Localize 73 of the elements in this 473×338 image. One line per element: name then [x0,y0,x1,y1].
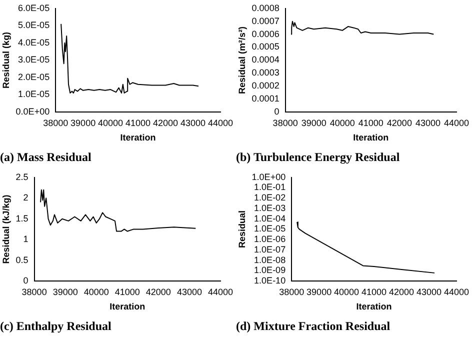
y-axis-title: Residual [236,210,247,248]
x-tick-label: 39000 [70,118,96,128]
y-tick-label: 0 [274,106,280,116]
x-tick-label: 42000 [146,286,171,297]
x-tick-label: 44000 [208,286,233,297]
y-tick-label: 1.0E-05 [254,224,286,234]
text: (b) Turbulence Energy Residual [236,150,400,164]
x-axis-title: Iteration [356,302,392,312]
y-tick-label: 0.0003 [252,68,280,78]
y-tick-label: 1.0E-08 [254,254,286,265]
text: (a) Mass Residual [0,150,92,164]
y-tick-label: 1 [23,234,28,244]
x-tick-label: 38000 [22,286,47,297]
x-tick-label: 42000 [153,118,178,128]
y-tick-label: 0.0006 [252,28,280,39]
x-tick-label: 38000 [43,118,68,128]
x-axis-title: Iteration [120,132,156,143]
y-tick-label: 0.5 [16,254,28,265]
x-tick-label: 41000 [114,286,140,297]
y-tick-label: 3.0E-05 [18,54,50,65]
y-tick-label: 1.0E-01 [254,182,286,192]
x-axis-title: Iteration [110,302,146,312]
x-tick-label: 43000 [180,118,206,128]
x-tick-label: 44000 [208,118,233,128]
x-tick-label: 39000 [306,286,332,297]
x-tick-label: 44000 [444,286,469,297]
y-tick-label: 1.0E+00 [252,172,286,182]
x-tick-label: 38000 [272,118,298,128]
y-tick-label: 5.0E-05 [18,20,50,30]
x-tick-label: 39000 [301,118,326,128]
y-tick-label: 0 [23,275,28,286]
y-tick-label: 2 [23,192,28,203]
y-tick-label: 1.0E-02 [254,192,286,203]
x-tick-label: 40000 [330,118,355,128]
y-tick-label: 1.0E-07 [254,244,286,254]
y-tick-label: 0.0004 [252,54,280,65]
y-tick-label: 6.0E-05 [18,2,50,13]
y-axis-title: Residual (m²/s²) [236,26,247,94]
x-tick-label: 41000 [358,118,384,128]
x-tick-label: 39000 [52,286,78,297]
text: (c) Enthalpy Residual [0,318,112,333]
y-tick-label: 0.0007 [252,16,280,26]
x-tick-label: 43000 [176,286,202,297]
y-tick-label: 2.5 [16,172,28,182]
y-axis-title: Residual (kJ/kg) [0,194,11,264]
y-tick-label: 0.0E+00 [16,106,50,116]
x-tick-label: 44000 [444,118,469,128]
x-tick-label: 42000 [389,286,414,297]
x-tick-label: 43000 [415,118,440,128]
y-tick-label: 1.0E-10 [254,275,286,286]
x-tick-label: 40000 [84,286,109,297]
y-tick-label: 0.0008 [252,2,280,13]
y-axis-title: Residual (kg) [0,32,11,88]
x-tick-label: 41000 [362,286,387,297]
y-tick-label: 1.0E-09 [254,265,286,276]
y-tick-label: 0.0001 [252,94,280,104]
y-tick-label: 0.0005 [252,42,280,52]
y-tick-label: 0.0002 [252,80,280,91]
text: (d) Mixture Fraction Residual [236,318,391,333]
x-tick-label: 38000 [279,286,304,297]
x-axis-title: Iteration [353,132,389,143]
y-tick-label: 1.0E-04 [254,213,286,224]
x-tick-label: 43000 [416,286,442,297]
y-tick-label: 1.5 [16,213,28,224]
x-tick-label: 42000 [386,118,412,128]
x-tick-label: 40000 [334,286,360,297]
y-tick-label: 4.0E-05 [18,37,50,48]
y-tick-label: 1.0E-06 [254,234,286,244]
x-tick-label: 41000 [126,118,151,128]
y-tick-label: 2.0E-05 [18,72,50,82]
y-tick-label: 1.0E-05 [18,89,50,100]
x-tick-label: 40000 [98,118,124,128]
y-tick-label: 1.0E-03 [254,202,286,213]
